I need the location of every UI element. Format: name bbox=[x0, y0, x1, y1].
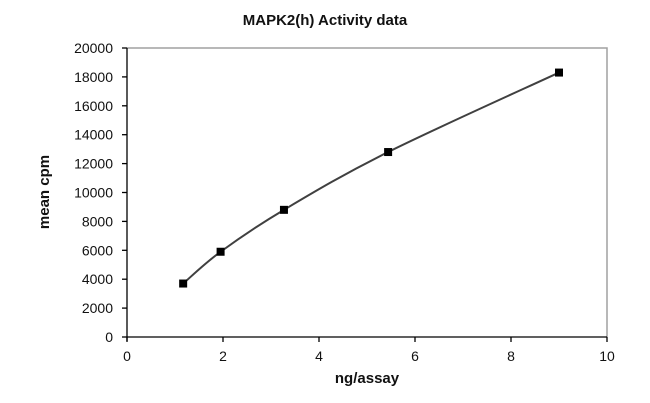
y-tick-label: 2000 bbox=[82, 300, 113, 316]
y-tick-label: 14000 bbox=[74, 127, 113, 143]
y-tick-label: 12000 bbox=[74, 156, 113, 172]
plot-area-border bbox=[127, 47, 608, 337]
data-point-marker bbox=[279, 205, 288, 214]
x-tick-label: 6 bbox=[411, 348, 419, 364]
x-tick-label: 8 bbox=[507, 348, 515, 364]
y-tick-label: 0 bbox=[105, 329, 113, 345]
x-axis-label: ng/assay bbox=[335, 370, 400, 387]
y-tick-label: 20000 bbox=[74, 40, 113, 56]
series-line bbox=[182, 71, 560, 285]
x-tick-label: 4 bbox=[315, 348, 323, 364]
chart-title: MAPK2(h) Activity data bbox=[243, 12, 408, 29]
y-tick-label: 18000 bbox=[74, 69, 113, 85]
y-tick-label: 8000 bbox=[82, 213, 113, 229]
x-tick-label: 2 bbox=[219, 348, 227, 364]
y-tick-label: 4000 bbox=[82, 271, 113, 287]
y-tick-label: 10000 bbox=[74, 185, 113, 201]
x-axis: 0 2 4 6 8 10 bbox=[123, 336, 615, 364]
y-axis-label: mean cpm bbox=[36, 155, 53, 229]
x-tick-label: 0 bbox=[123, 348, 131, 364]
y-tick-label: 16000 bbox=[74, 98, 113, 114]
data-point-marker bbox=[384, 148, 393, 157]
x-tick-label: 10 bbox=[599, 348, 615, 364]
data-point-marker bbox=[555, 68, 563, 77]
series-markers bbox=[179, 68, 563, 288]
y-tick-label: 6000 bbox=[82, 242, 113, 258]
data-point-marker bbox=[216, 247, 225, 256]
y-axis: 0 2000 4000 6000 8000 10000 12000 14000 16000 180… bbox=[74, 40, 128, 345]
data-point-marker bbox=[179, 279, 188, 288]
